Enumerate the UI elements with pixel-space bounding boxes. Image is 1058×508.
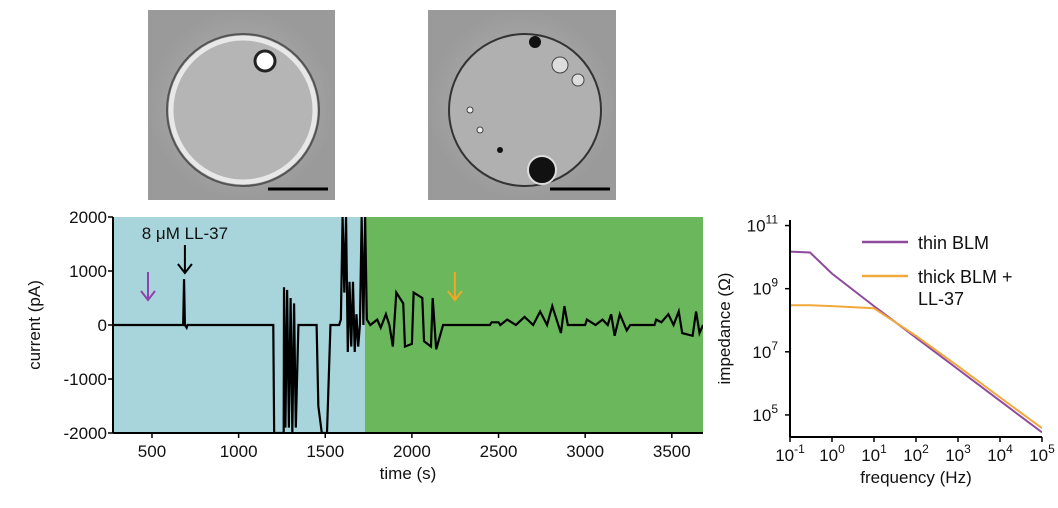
- series-line: [113, 216, 703, 434]
- x-tick-label: 104: [987, 442, 1013, 465]
- x-tick-label: 3500: [653, 442, 691, 461]
- y-tick-label: 1000: [69, 262, 107, 281]
- series-line: [790, 304, 1042, 430]
- x-axis-label: frequency (Hz): [860, 468, 971, 487]
- tick-base: 10: [752, 343, 771, 362]
- y-tick-label: 0: [98, 316, 107, 335]
- annotation-arrow: [140, 272, 156, 302]
- tick-base: 10: [987, 446, 1006, 465]
- x-tick-label: 10-1: [775, 442, 805, 465]
- y-tick-label: 105: [752, 402, 778, 425]
- tick-exponent: 3: [964, 442, 971, 456]
- x-axis-label: time (s): [380, 464, 437, 483]
- tick-base: 10: [1029, 446, 1048, 465]
- y-axis-label: current (pA): [25, 280, 44, 370]
- tick-exponent: 5: [1048, 442, 1055, 456]
- tick-base: 10: [819, 446, 838, 465]
- tick-base: 10: [752, 280, 771, 299]
- micrograph-thin: [148, 10, 335, 200]
- x-tick-label: 105: [1029, 442, 1055, 465]
- annotation: 8 μM LL-37: [142, 224, 228, 243]
- tick-exponent: 11: [766, 213, 779, 227]
- y-tick-label: -1000: [64, 370, 107, 389]
- legend-label: thin BLM: [918, 233, 990, 253]
- x-tick-label: 101: [861, 442, 887, 465]
- tick-exponent: 2: [922, 442, 929, 456]
- tick-exponent: 4: [1006, 442, 1013, 456]
- tick-base: 10: [752, 406, 771, 425]
- tick-exponent: 9: [771, 276, 778, 290]
- y-tick-label: -2000: [64, 424, 107, 443]
- annotation-arrow: [177, 245, 193, 275]
- x-tick-label: 1000: [220, 442, 258, 461]
- tick-base: 10: [747, 217, 766, 236]
- annotation-arrow: [447, 272, 463, 302]
- micrograph-thick: [428, 10, 616, 200]
- y-tick-label: 1011: [747, 213, 779, 236]
- y-tick-label: 2000: [69, 208, 107, 227]
- y-tick-label: 107: [752, 339, 778, 362]
- tick-base: 10: [945, 446, 964, 465]
- tick-base: 10: [903, 446, 922, 465]
- tick-base: 10: [861, 446, 880, 465]
- x-tick-label: 100: [819, 442, 845, 465]
- x-tick-label: 3000: [566, 442, 604, 461]
- y-axis-label: impedance (Ω): [715, 273, 734, 385]
- tick-exponent: 5: [771, 402, 778, 416]
- x-tick-label: 102: [903, 442, 929, 465]
- tick-exponent: 7: [771, 339, 778, 353]
- tick-base: 10: [775, 446, 794, 465]
- tick-exponent: 1: [880, 442, 887, 456]
- tick-exponent: 0: [838, 442, 845, 456]
- x-tick-label: 500: [138, 442, 166, 461]
- x-tick-label: 103: [945, 442, 971, 465]
- tick-exponent: -1: [794, 442, 805, 456]
- x-tick-label: 1500: [306, 442, 344, 461]
- legend-label: thick BLM + LL-37: [918, 267, 1013, 309]
- x-tick-label: 2500: [480, 442, 518, 461]
- y-tick-label: 109: [752, 276, 778, 299]
- x-tick-label: 2000: [393, 442, 431, 461]
